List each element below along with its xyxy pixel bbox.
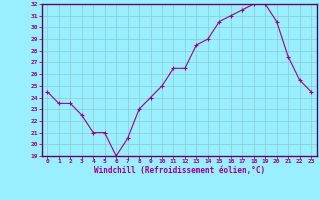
X-axis label: Windchill (Refroidissement éolien,°C): Windchill (Refroidissement éolien,°C) — [94, 166, 265, 175]
